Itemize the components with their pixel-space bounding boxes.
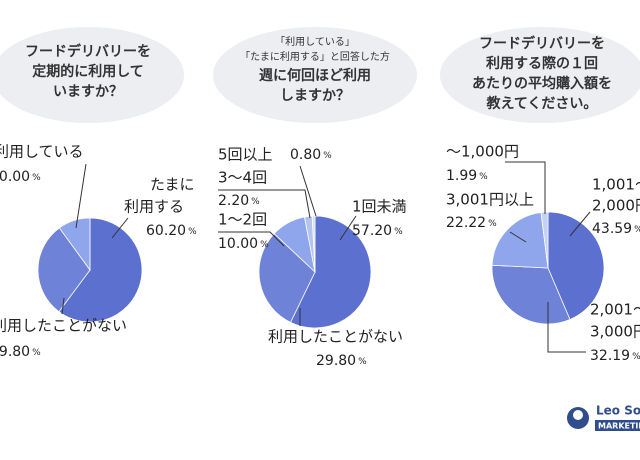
slice-label: ～1,000円 [446, 143, 519, 161]
value-label: 29.80% [0, 344, 41, 360]
value-label: 57.20% [352, 223, 403, 239]
value-label: 29.80% [316, 353, 367, 369]
value-unit: % [479, 172, 488, 182]
question-title: フードデリバリーを [479, 35, 605, 52]
slice-label: 2,001～ [590, 301, 640, 319]
question-note: 「利用している」 [275, 36, 355, 48]
leader-line [569, 211, 591, 237]
slice-label: 3～4回 [218, 169, 267, 187]
value-number: 1.99 [446, 168, 477, 184]
leader-line [505, 161, 546, 214]
slice-label: 3,000円 [590, 323, 640, 341]
value-unit: % [32, 348, 41, 358]
value-unit: % [358, 357, 367, 367]
pie-slice [58, 217, 143, 323]
value-unit: % [394, 227, 403, 237]
logo-name: Leo Soph [596, 404, 640, 418]
value-number: 2.20 [218, 193, 249, 209]
slice-label: たまに [150, 176, 195, 194]
value-number: 0.80 [290, 147, 321, 163]
slice-label: 1回未満 [352, 198, 407, 216]
value-label: 1.99% [446, 168, 488, 184]
value-label: 10.00% [0, 169, 41, 185]
value-number: 29.80 [0, 344, 30, 360]
slice-label: 利用したことがない [0, 317, 127, 335]
value-number: 29.80 [316, 353, 356, 369]
value-unit: % [323, 151, 332, 161]
leader-line [218, 231, 285, 247]
question-note: 「たまに利用する」と回答した方 [240, 50, 390, 63]
value-unit: % [260, 240, 269, 250]
pie-slice [58, 217, 91, 272]
slice-label: 5回以上 [218, 146, 273, 164]
value-number: 60.20 [146, 223, 186, 239]
slice-label: 2,000円 [592, 197, 640, 215]
value-number: 32.19 [590, 348, 630, 364]
leader-line [547, 302, 586, 353]
leader-line [75, 163, 87, 229]
value-label: 22.22% [446, 215, 497, 231]
slice-label: 利用したことがない [268, 328, 403, 346]
value-number: 10.00 [218, 236, 258, 252]
question-title: 教えてください。 [487, 95, 598, 112]
pie-slice [547, 211, 605, 321]
pie-slice [258, 233, 316, 323]
pie-slice [311, 215, 316, 273]
value-label: 60.20% [146, 223, 197, 239]
question-title: しますか？ [280, 88, 350, 104]
leader-line [299, 165, 317, 217]
question-bubble [213, 27, 417, 123]
logo-tag: MARKETIN [598, 422, 640, 431]
leader-line [111, 217, 129, 239]
value-label: 10.00% [218, 236, 269, 252]
pie-slice [491, 264, 571, 325]
pie-slice [491, 211, 549, 269]
leader-line [509, 231, 527, 243]
slice-label: 1～2回 [218, 211, 267, 229]
leader-line [339, 215, 357, 241]
slice-label: 3,001円以上 [446, 191, 534, 209]
value-number: 10.00 [0, 169, 30, 185]
value-number: 57.20 [352, 223, 392, 239]
question-title: フードデリバリーを [25, 43, 151, 60]
value-unit: % [634, 225, 640, 235]
value-unit: % [188, 227, 197, 237]
value-label: 2.20% [218, 193, 260, 209]
question-title: 利用する際の１回 [486, 55, 598, 72]
leader-line [218, 189, 311, 219]
question-bubble [0, 27, 184, 123]
logo-tag-bg [595, 420, 640, 431]
slice-label: 利用する [124, 198, 184, 216]
value-unit: % [32, 173, 41, 183]
value-number: 43.59 [592, 221, 632, 237]
value-unit: % [632, 352, 640, 362]
logo-icon [573, 410, 583, 420]
question-title: あたりの平均購入額を [472, 75, 612, 92]
value-unit: % [488, 219, 497, 229]
value-label: 32.19% [590, 348, 640, 364]
question-title: 週に何回ほど利用 [259, 67, 371, 84]
question-title: いますか？ [53, 84, 123, 100]
value-label: 43.59% [592, 221, 640, 237]
slice-label: 利用している [0, 143, 84, 161]
value-label: 0.80% [290, 147, 332, 163]
pie-slice [289, 215, 372, 329]
pie-slice [37, 227, 91, 313]
slice-label: 1,001～ [592, 176, 640, 194]
question-title: 定期的に利用して [32, 63, 144, 80]
value-unit: % [251, 197, 260, 207]
leader-line [61, 297, 65, 315]
question-bubble [440, 27, 640, 123]
value-number: 22.22 [446, 215, 486, 231]
